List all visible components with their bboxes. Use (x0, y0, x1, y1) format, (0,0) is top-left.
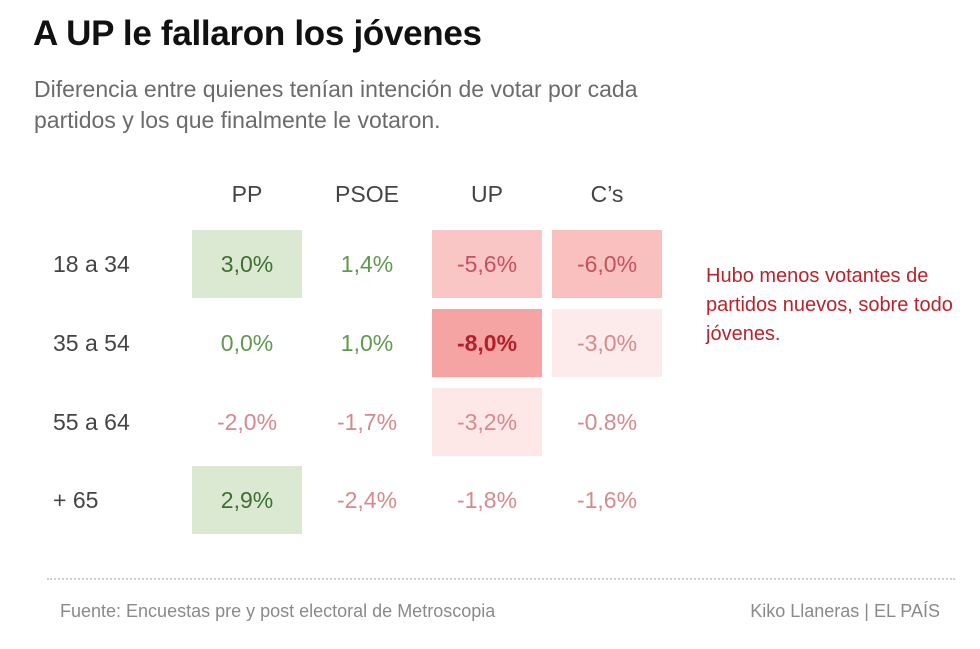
chart-title: A UP le fallaron los jóvenes (33, 14, 482, 53)
heatmap-cell: -2,4% (336, 487, 398, 513)
heatmap-cell: -3,0% (552, 309, 662, 377)
row-label: 18 a 34 (53, 251, 130, 277)
heatmap-cell: -1,7% (336, 409, 398, 435)
column-header-up: UP (471, 181, 503, 207)
footer-divider (47, 578, 955, 580)
heatmap-cell: -8,0% (432, 309, 542, 377)
row-label: 35 a 54 (53, 330, 130, 356)
heatmap-cell: -3,2% (432, 388, 542, 456)
chart-subtitle: Diferencia entre quienes tenían intenció… (34, 76, 638, 133)
row-label: 55 a 64 (53, 409, 130, 435)
credit-text: Kiko Llaneras | EL PAÍS (750, 601, 940, 621)
heatmap-cell: 1,4% (340, 251, 394, 277)
heatmap-cell: -0.8% (576, 409, 638, 435)
column-header-c-s: C’s (590, 181, 624, 207)
column-header-psoe: PSOE (335, 181, 399, 207)
source-text: Fuente: Encuestas pre y post electoral d… (60, 601, 496, 621)
heatmap-cell: -5,6% (432, 230, 542, 298)
heatmap-cell: -6,0% (552, 230, 662, 298)
heatmap-cell: -2,0% (216, 409, 278, 435)
annotation-note: Hubo menos votantes de partidos nuevos, … (706, 265, 953, 345)
row-label: + 65 (53, 487, 99, 513)
heatmap-cell: 3,0% (192, 230, 302, 298)
heatmap-cell: 0,0% (220, 330, 274, 356)
heatmap-cell: -1,8% (456, 487, 518, 513)
heatmap-cell: 1,0% (340, 330, 394, 356)
heatmap-cell: -1,6% (576, 487, 638, 513)
column-header-pp: PP (231, 181, 263, 207)
heatmap-cell: 2,9% (192, 466, 302, 534)
